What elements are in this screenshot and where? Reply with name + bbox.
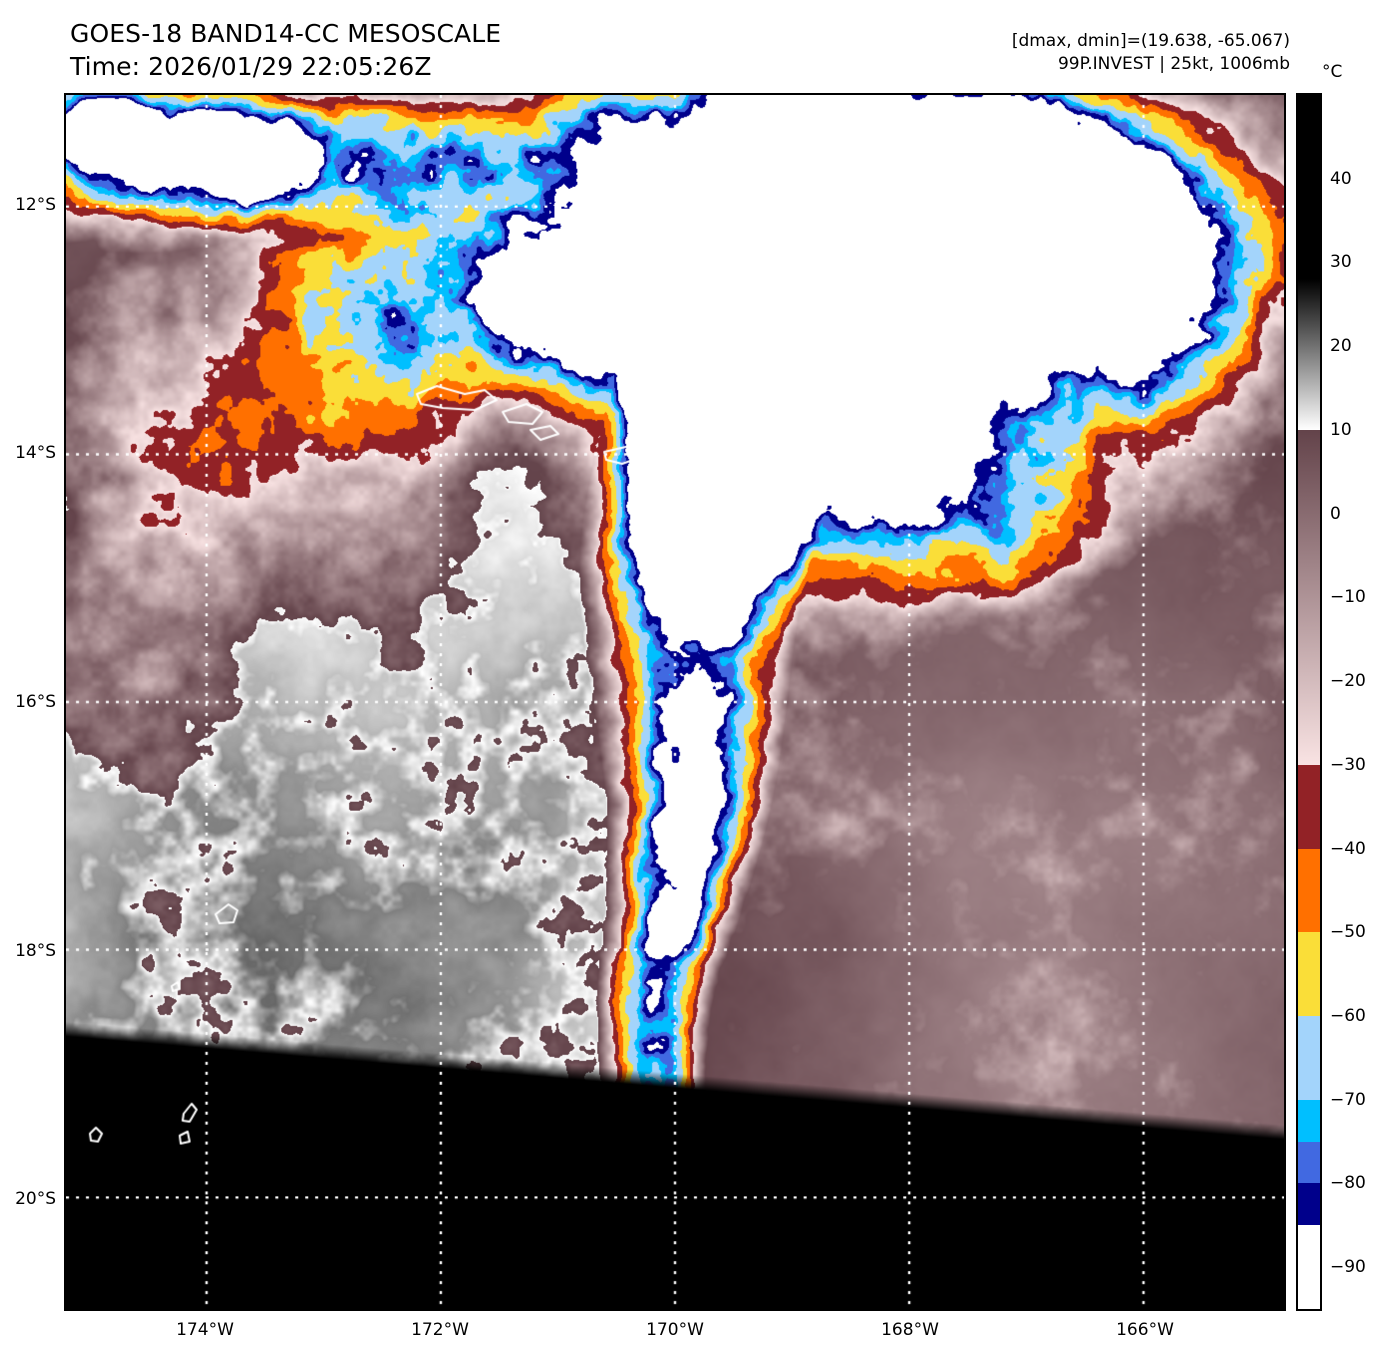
- colorbar-tick-label: −60: [1330, 1005, 1366, 1026]
- colorbar-segment-cyan: [1298, 1099, 1320, 1142]
- storm-info-label: 99P.INVEST | 25kt, 1006mb: [1057, 53, 1290, 74]
- colorbar-segment-royal-blue: [1298, 1141, 1320, 1184]
- colorbar-tick-label: −70: [1330, 1089, 1366, 1110]
- title-block: GOES-18 BAND14-CC MESOSCALE Time: 2026/0…: [70, 18, 501, 83]
- colorbar-tick-label: −20: [1330, 671, 1366, 692]
- y-tick-label: 16°S: [15, 692, 56, 712]
- metadata-block: [dmax, dmin]=(19.638, -65.067) 99P.INVES…: [1012, 30, 1290, 76]
- colorbar-segment-orange: [1298, 848, 1320, 933]
- colorbar-gradient: [1298, 95, 1320, 1309]
- colorbar-segment-dark-red: [1298, 764, 1320, 849]
- colorbar-tick-label: −50: [1330, 922, 1366, 943]
- satellite-image-plot: Copyright © 2020-2026 Dapiya: [64, 93, 1286, 1311]
- colorbar-tick-label: 0: [1330, 503, 1341, 524]
- y-tick-label: 18°S: [15, 940, 56, 961]
- ir-brightness-temperature-raster: [66, 95, 1284, 1309]
- timestamp-label: Time: 2026/01/29 22:05:26Z: [70, 51, 432, 81]
- colorbar-segment-black-warm: [1298, 95, 1320, 280]
- x-tick-label: 172°W: [411, 1320, 469, 1340]
- colorbar-tick-label: −80: [1330, 1173, 1366, 1194]
- x-tick-label: 168°W: [881, 1320, 939, 1340]
- x-tick-label: 170°W: [646, 1320, 704, 1340]
- x-tick-label: 174°W: [176, 1320, 234, 1340]
- colorbar-tick-label: −40: [1330, 838, 1366, 859]
- colorbar-unit-label: °C: [1322, 62, 1343, 82]
- colorbar-segment-yellow: [1298, 932, 1320, 1016]
- colorbar-tick-label: 40: [1330, 168, 1352, 189]
- y-tick-label: 14°S: [15, 443, 56, 464]
- colorbar-segment-navy: [1298, 1183, 1320, 1226]
- colorbar-tick-label: 30: [1330, 252, 1352, 273]
- x-tick-label: 166°W: [1116, 1320, 1174, 1340]
- y-tick-label: 20°S: [15, 1189, 56, 1210]
- colorbar-tick-label: −90: [1330, 1257, 1366, 1278]
- y-tick-label: 12°S: [15, 194, 56, 215]
- page-title: GOES-18 BAND14-CC MESOSCALE: [70, 19, 502, 48]
- data-range-label: [dmax, dmin]=(19.638, -65.067): [1011, 31, 1290, 51]
- colorbar-segment-grey-ramp: [1298, 279, 1320, 430]
- colorbar-tick-label: −10: [1330, 587, 1366, 608]
- colorbar-segment-light-blue: [1298, 1015, 1320, 1100]
- colorbar-tick-label: 10: [1330, 419, 1352, 440]
- colorbar-segment-white-coldest: [1298, 1225, 1320, 1309]
- colorbar-segment-mauve-ramp: [1298, 429, 1320, 765]
- colorbar-tick-label: −30: [1330, 754, 1366, 775]
- colorbar: [1296, 93, 1322, 1311]
- colorbar-tick-label: 20: [1330, 336, 1352, 357]
